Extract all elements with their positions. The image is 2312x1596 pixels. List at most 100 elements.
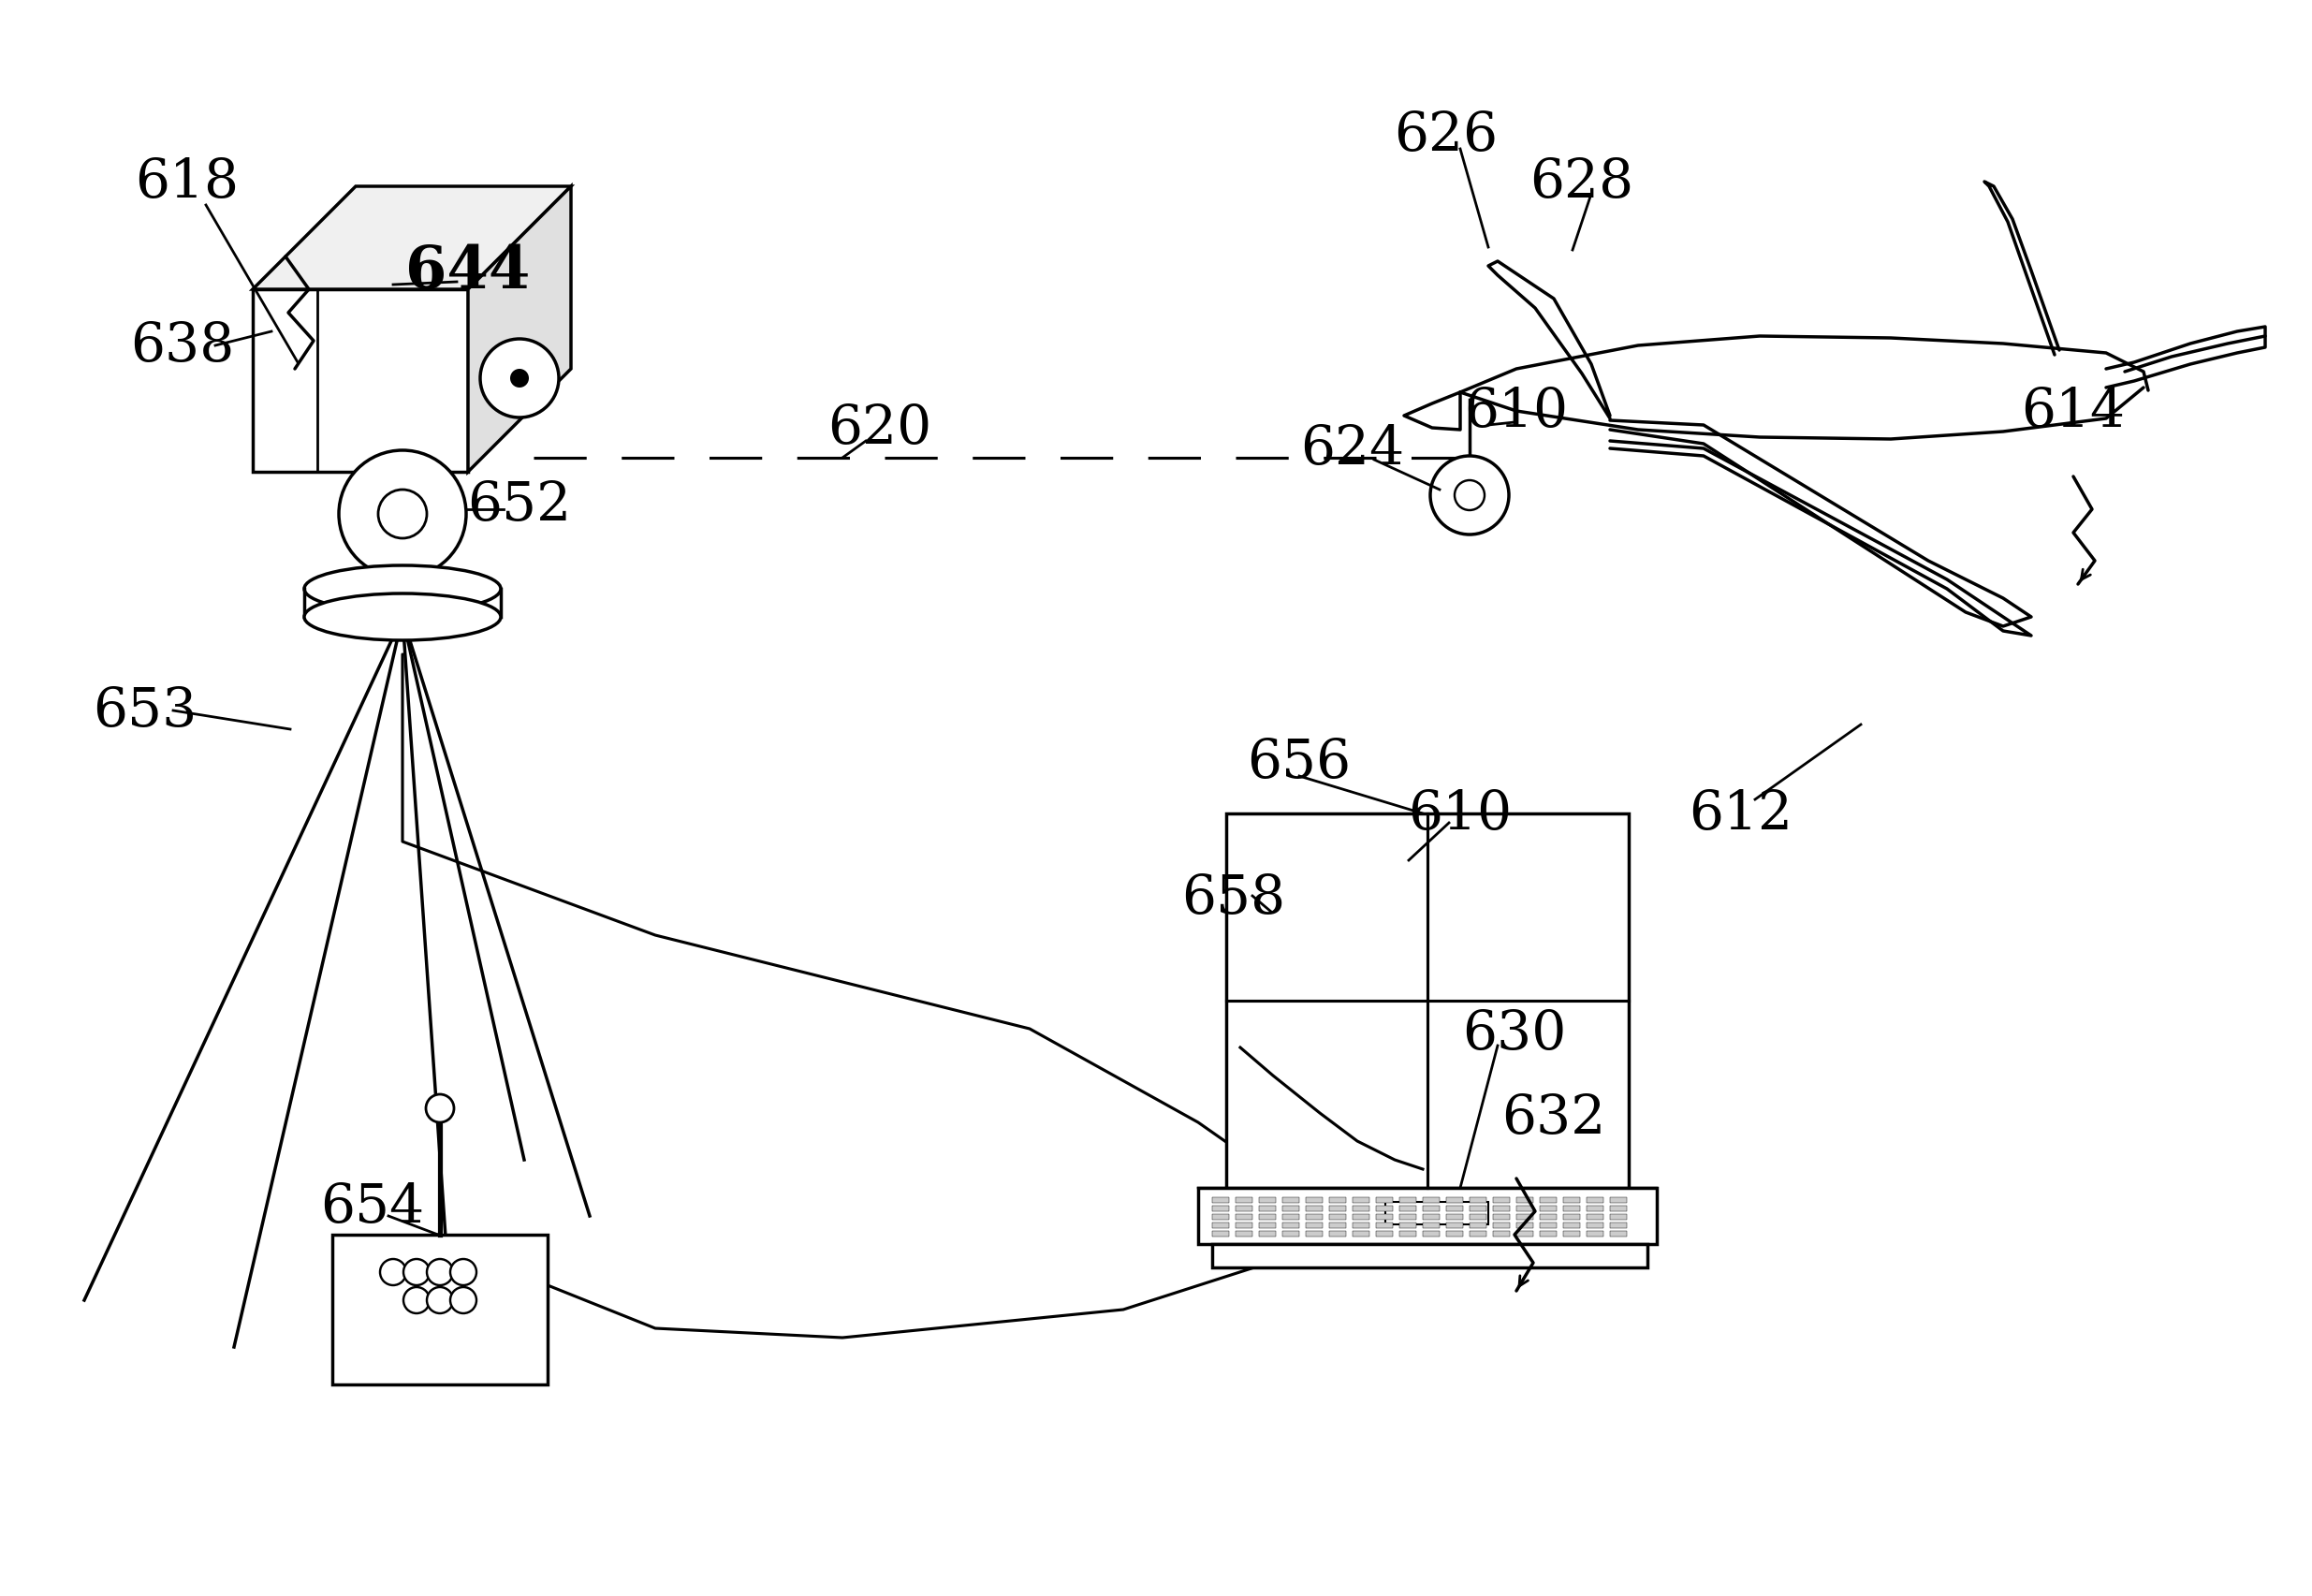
Bar: [1422, 1207, 1440, 1211]
Polygon shape: [252, 187, 571, 290]
Bar: [1385, 1202, 1489, 1224]
Ellipse shape: [305, 567, 502, 613]
Bar: [1376, 1215, 1392, 1219]
Bar: [1447, 1197, 1463, 1203]
Bar: [1283, 1215, 1299, 1219]
Bar: [1494, 1207, 1510, 1211]
Bar: [1586, 1207, 1605, 1211]
Bar: [1563, 1215, 1579, 1219]
Bar: [1235, 1215, 1253, 1219]
Bar: [1235, 1207, 1253, 1211]
Bar: [1470, 1223, 1487, 1229]
Circle shape: [425, 1095, 453, 1122]
Bar: [333, 1235, 548, 1385]
Bar: [1563, 1207, 1579, 1211]
Bar: [1563, 1197, 1579, 1203]
Bar: [1353, 1223, 1369, 1229]
Bar: [1353, 1207, 1369, 1211]
Bar: [1540, 1197, 1556, 1203]
Text: 614: 614: [2021, 386, 2125, 437]
Text: 630: 630: [1463, 1007, 1568, 1060]
Circle shape: [451, 1259, 476, 1285]
Text: 612: 612: [1690, 788, 1794, 839]
Bar: [1211, 1197, 1230, 1203]
Bar: [1211, 1231, 1230, 1237]
Circle shape: [428, 1259, 453, 1285]
Bar: [1329, 1231, 1346, 1237]
Bar: [1211, 1223, 1230, 1229]
Bar: [1494, 1215, 1510, 1219]
Polygon shape: [467, 187, 571, 472]
Bar: [1540, 1231, 1556, 1237]
Bar: [1306, 1231, 1322, 1237]
Bar: [1422, 1215, 1440, 1219]
Text: 638: 638: [129, 319, 234, 372]
Bar: [1260, 1207, 1276, 1211]
Text: 628: 628: [1531, 156, 1635, 209]
Bar: [1494, 1223, 1510, 1229]
Bar: [1399, 1223, 1417, 1229]
Bar: [1353, 1231, 1369, 1237]
Bar: [1399, 1215, 1417, 1219]
Bar: [1235, 1223, 1253, 1229]
Bar: [1329, 1207, 1346, 1211]
Bar: [1399, 1207, 1417, 1211]
Bar: [1260, 1215, 1276, 1219]
Bar: [1353, 1197, 1369, 1203]
Bar: [1283, 1231, 1299, 1237]
Circle shape: [379, 490, 428, 539]
Bar: [1494, 1197, 1510, 1203]
Bar: [1517, 1215, 1533, 1219]
Bar: [1225, 814, 1628, 1187]
Bar: [1447, 1215, 1463, 1219]
Bar: [1517, 1207, 1533, 1211]
Text: 658: 658: [1181, 871, 1285, 924]
Bar: [1283, 1197, 1299, 1203]
Bar: [1376, 1223, 1392, 1229]
Polygon shape: [252, 290, 467, 472]
Circle shape: [402, 1288, 430, 1314]
Bar: [1586, 1223, 1605, 1229]
Bar: [1494, 1231, 1510, 1237]
Circle shape: [340, 452, 467, 578]
Bar: [1399, 1231, 1417, 1237]
Bar: [1540, 1215, 1556, 1219]
Bar: [1198, 1187, 1658, 1245]
Bar: [1376, 1207, 1392, 1211]
Circle shape: [511, 370, 529, 388]
Bar: [1306, 1215, 1322, 1219]
Text: 626: 626: [1394, 110, 1498, 161]
Text: 632: 632: [1503, 1092, 1607, 1144]
Text: 624: 624: [1302, 423, 1406, 476]
Bar: [1376, 1231, 1392, 1237]
Bar: [1470, 1215, 1487, 1219]
Bar: [1563, 1231, 1579, 1237]
Bar: [1422, 1231, 1440, 1237]
Bar: [1517, 1197, 1533, 1203]
Bar: [1609, 1197, 1628, 1203]
Bar: [1283, 1223, 1299, 1229]
Text: 644: 644: [405, 243, 529, 300]
Bar: [1260, 1223, 1276, 1229]
Bar: [1517, 1231, 1533, 1237]
Bar: [1586, 1215, 1605, 1219]
Bar: [1447, 1223, 1463, 1229]
Circle shape: [1431, 456, 1510, 535]
Bar: [1422, 1197, 1440, 1203]
Text: 652: 652: [467, 479, 571, 531]
Bar: [1329, 1197, 1346, 1203]
Text: 618: 618: [136, 156, 238, 209]
Bar: [1517, 1223, 1533, 1229]
Bar: [1235, 1197, 1253, 1203]
Bar: [1609, 1223, 1628, 1229]
Bar: [1540, 1207, 1556, 1211]
Bar: [1540, 1223, 1556, 1229]
Bar: [1470, 1231, 1487, 1237]
Bar: [1260, 1197, 1276, 1203]
Bar: [1306, 1207, 1322, 1211]
Circle shape: [379, 1259, 407, 1285]
Polygon shape: [1461, 337, 2148, 439]
Bar: [1609, 1215, 1628, 1219]
Circle shape: [481, 340, 560, 418]
Bar: [1376, 1197, 1392, 1203]
